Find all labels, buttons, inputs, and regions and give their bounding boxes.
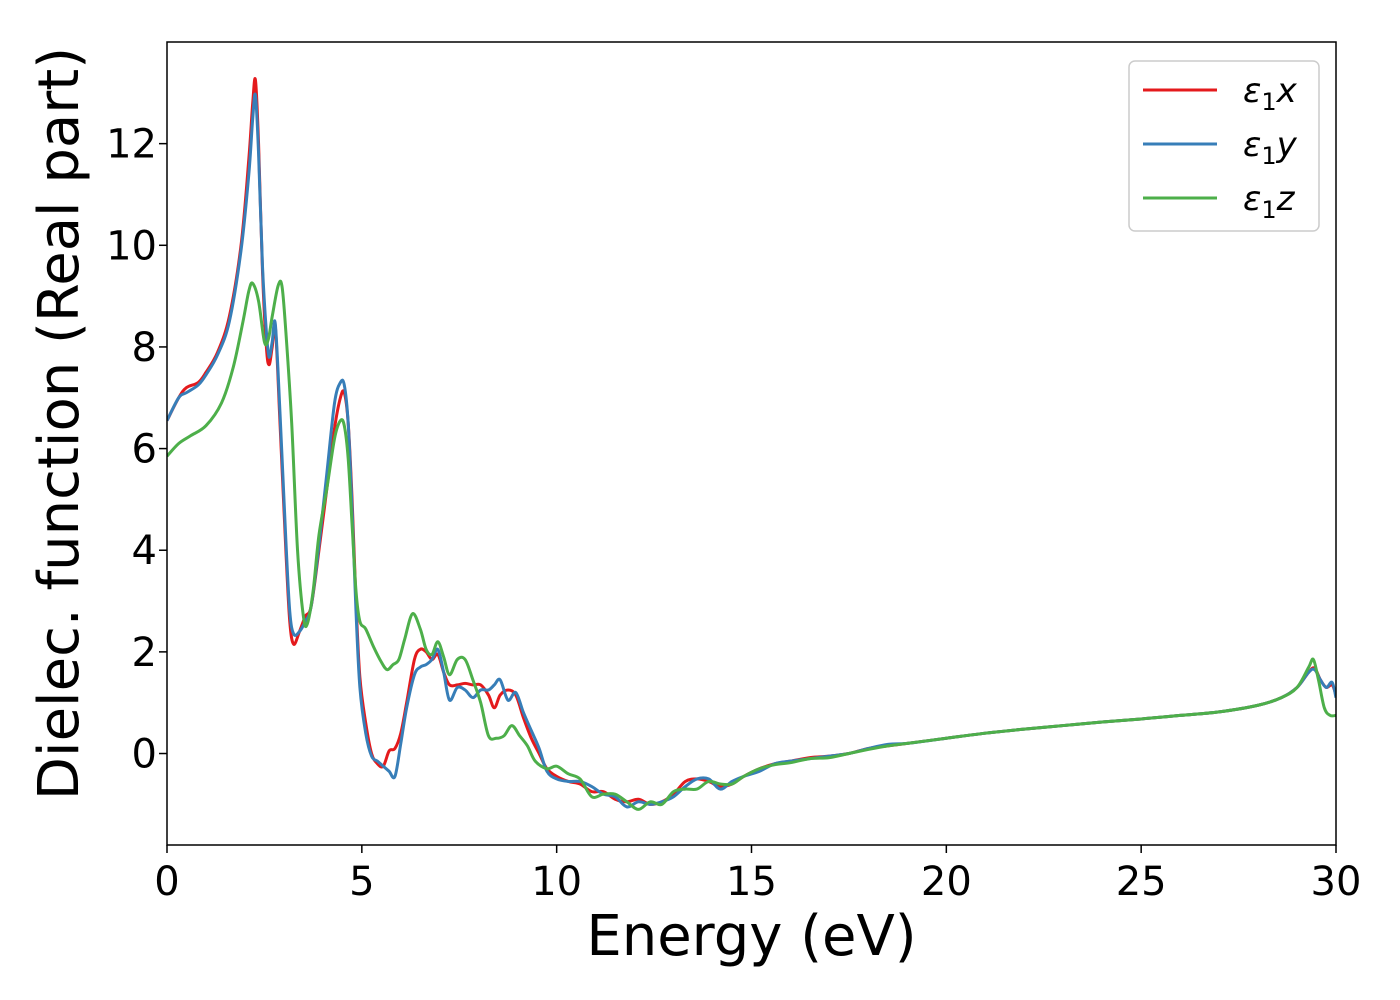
y-axis-title: Dielec. function (Real part) <box>27 47 92 800</box>
tick-marks-and-labels: 0 5 10 15 20 25 30 0 2 4 6 8 10 12 <box>106 122 1361 905</box>
legend: ε1x ε1y ε1z <box>1128 60 1320 232</box>
y-tick-label: 2 <box>132 630 157 676</box>
legend-item-y: ε1y <box>1143 125 1298 170</box>
x-axis-title: Energy (eV) <box>586 904 916 969</box>
x-tick-label: 5 <box>349 859 374 905</box>
y-tick-label: 4 <box>132 528 157 574</box>
x-tick-label: 15 <box>726 859 777 905</box>
legend-item-x: ε1x <box>1143 71 1298 116</box>
y-tick-label: 8 <box>132 325 157 371</box>
x-tick-label: 30 <box>1311 859 1362 905</box>
x-tick-label: 0 <box>154 859 179 905</box>
y-tick-label: 6 <box>132 427 157 473</box>
legend-box <box>1128 60 1320 232</box>
series-line-z <box>167 279 1336 811</box>
x-tick-label: 20 <box>921 859 972 905</box>
series-lines <box>167 77 1336 811</box>
x-tick-label: 25 <box>1116 859 1167 905</box>
legend-label: ε1x <box>1243 71 1298 116</box>
y-tick-label: 10 <box>106 223 157 269</box>
legend-label: ε1y <box>1243 125 1298 170</box>
legend-label: ε1z <box>1243 179 1296 224</box>
y-tick-label: 0 <box>132 732 157 778</box>
y-tick-label: 12 <box>106 122 157 168</box>
x-tick-label: 10 <box>531 859 582 905</box>
legend-item-z: ε1z <box>1143 179 1296 224</box>
